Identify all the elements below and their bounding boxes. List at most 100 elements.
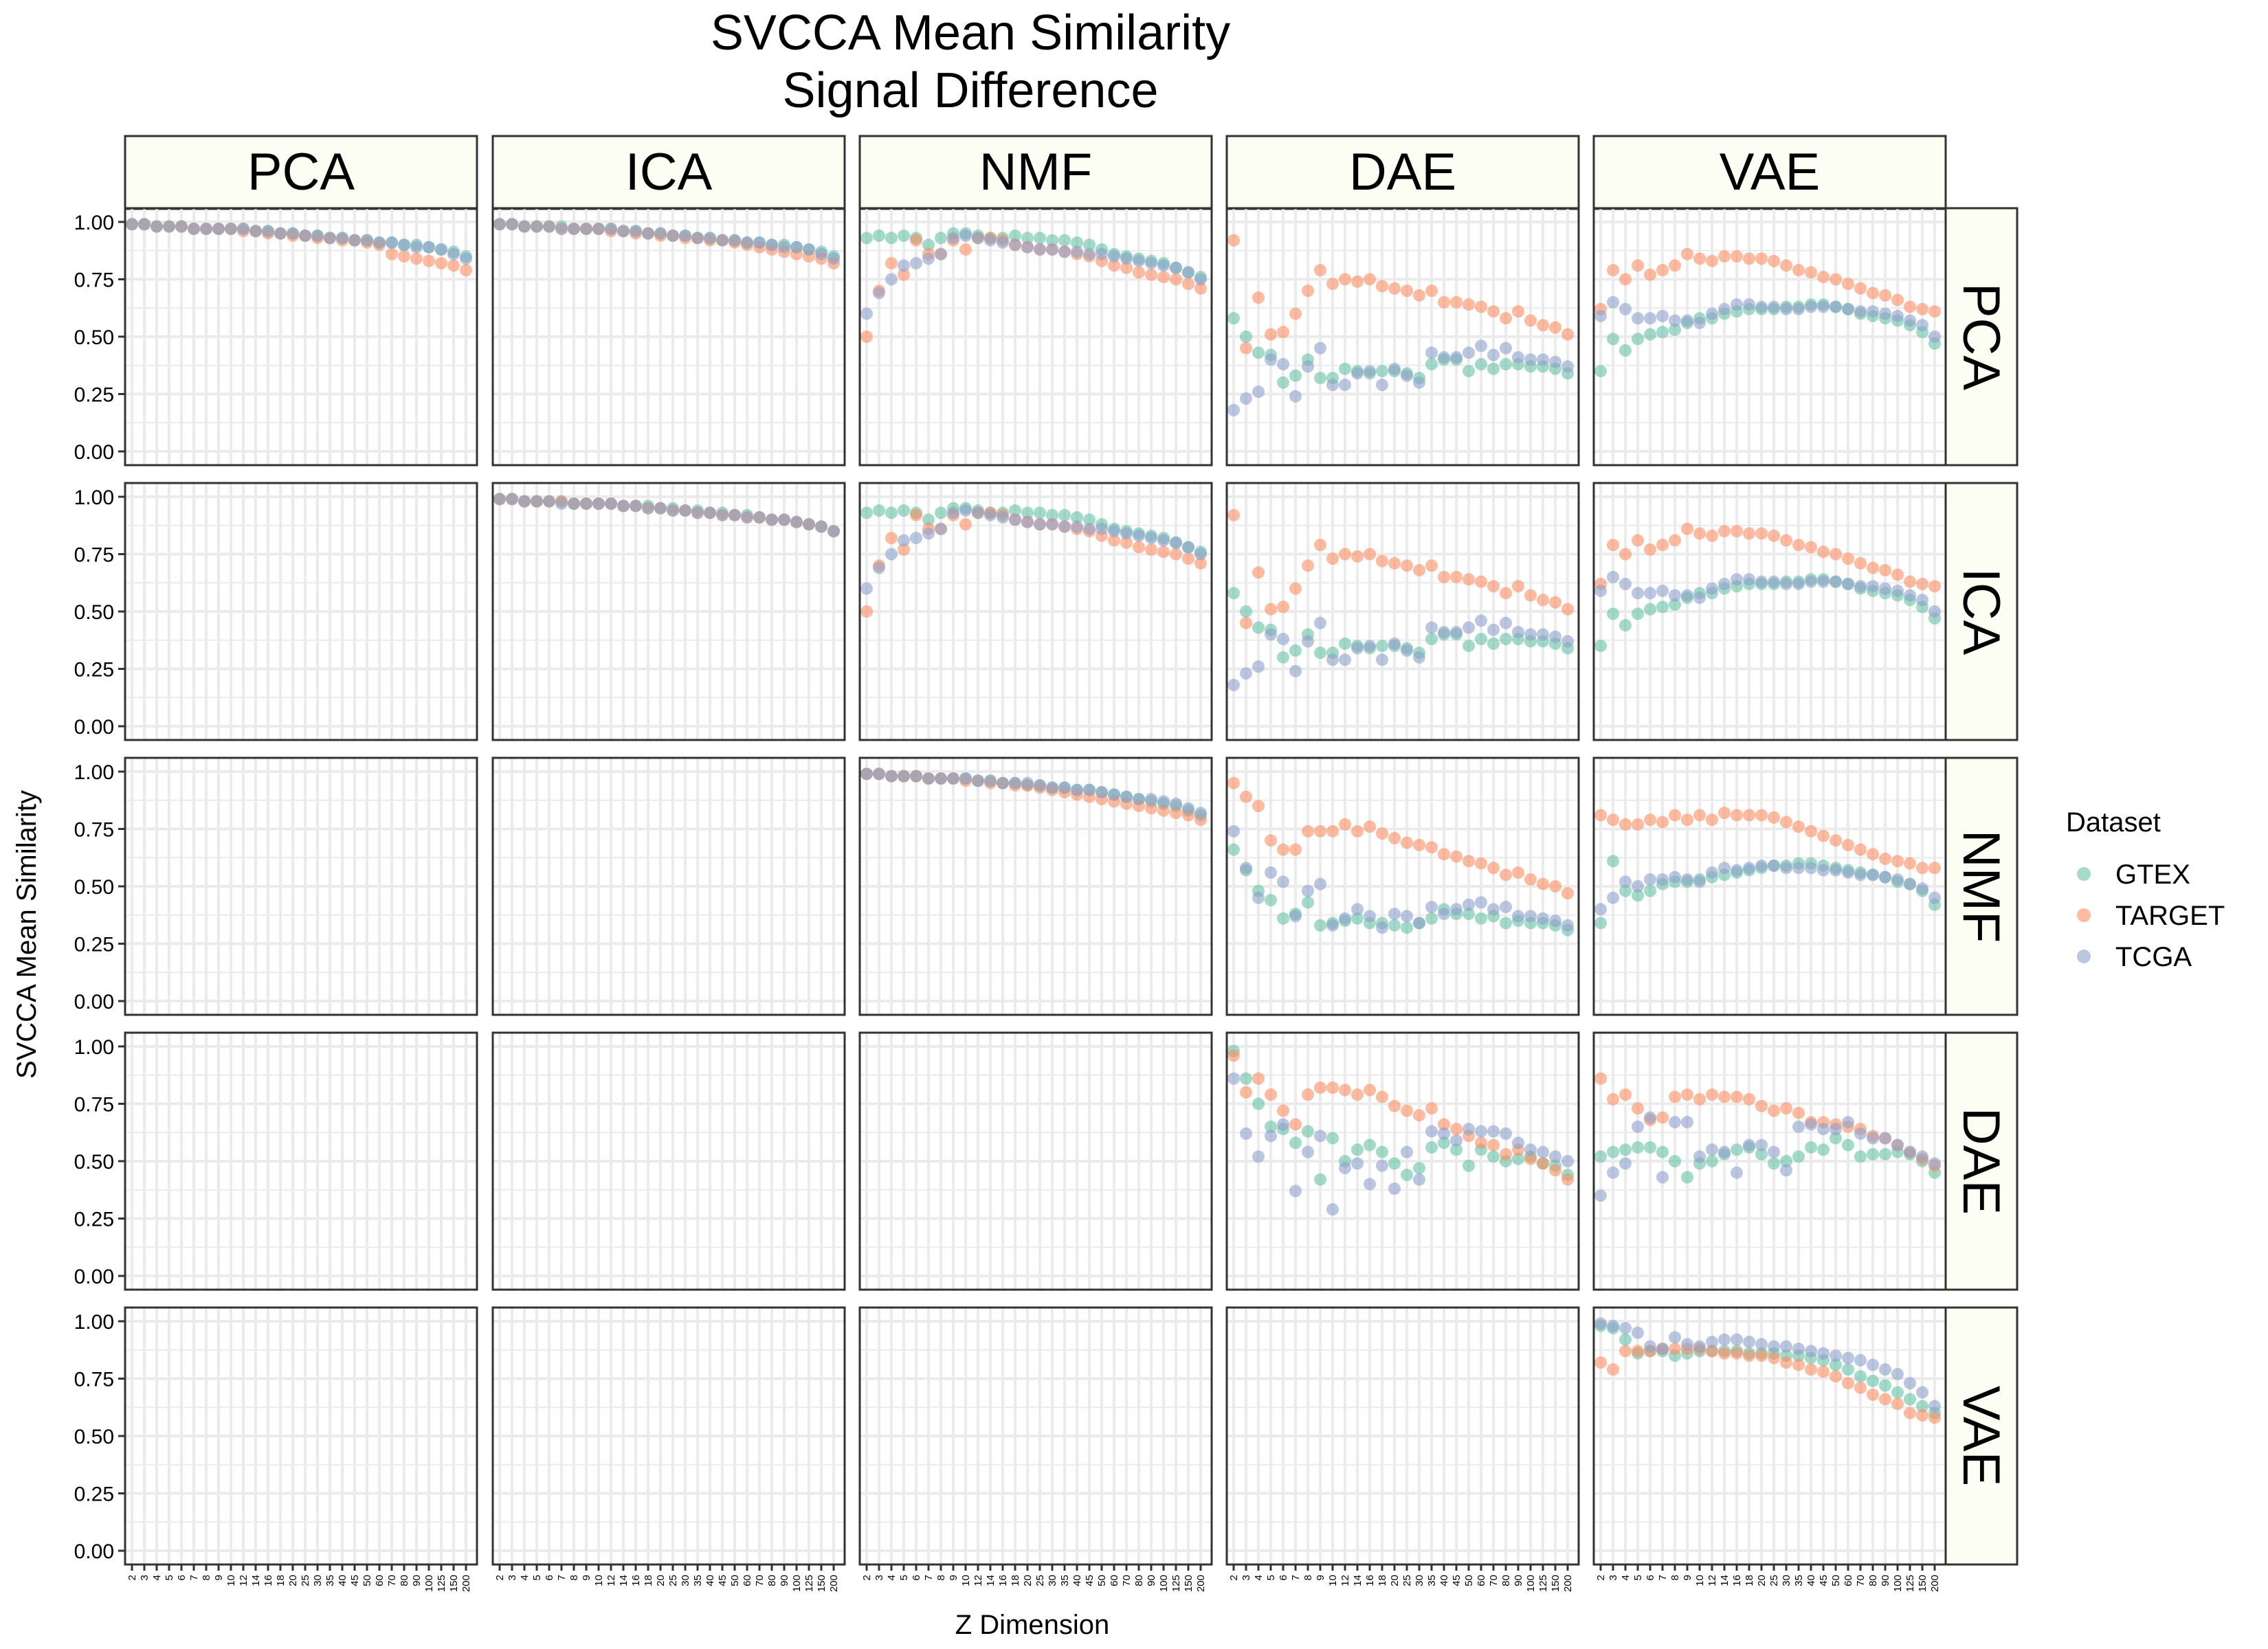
point-tcga <box>642 502 654 515</box>
point-tcga <box>1157 795 1170 808</box>
point-tcga <box>1928 1157 1941 1170</box>
point-gtex <box>1512 1152 1524 1165</box>
point-target <box>1792 1106 1805 1119</box>
point-target <box>1561 887 1574 900</box>
point-tcga <box>1656 309 1669 322</box>
point-tcga <box>568 497 580 511</box>
x-tick-label: 14 <box>250 1575 262 1586</box>
point-tcga <box>1830 300 1842 313</box>
point-tcga <box>1524 353 1537 366</box>
panel-ica-vae <box>1592 482 1947 741</box>
point-gtex <box>1289 369 1302 382</box>
point-tcga <box>1524 628 1537 641</box>
point-tcga <box>1463 621 1475 634</box>
point-tcga <box>1425 901 1438 914</box>
point-tcga <box>1289 910 1302 923</box>
y-tick-label: 0.50 <box>74 876 114 899</box>
point-target <box>1487 305 1500 318</box>
point-tcga <box>1413 917 1425 930</box>
y-tick-label: 1.00 <box>74 1311 114 1334</box>
x-tick-label: 12 <box>1706 1575 1718 1586</box>
point-target <box>1706 254 1718 267</box>
point-target <box>1326 824 1339 838</box>
point-target <box>1524 314 1537 327</box>
point-tcga <box>1879 1132 1891 1145</box>
x-tick-label: 5 <box>898 1575 910 1580</box>
point-tcga <box>827 525 840 538</box>
x-tick-label: 30 <box>1781 1575 1792 1586</box>
point-gtex <box>1227 312 1240 325</box>
point-tcga <box>1046 243 1058 256</box>
point-tcga <box>212 223 225 236</box>
point-tcga <box>1830 1349 1842 1362</box>
point-target <box>1376 1090 1388 1103</box>
point-target <box>1450 570 1463 583</box>
point-gtex <box>922 513 935 526</box>
point-target <box>1594 809 1607 822</box>
point-target <box>1227 234 1240 247</box>
point-tcga <box>1743 1138 1755 1152</box>
x-tick-label: 3 <box>139 1575 151 1580</box>
point-tcga <box>1537 1145 1549 1158</box>
x-tick-label: 12 <box>972 1575 984 1586</box>
x-tick-label: 14 <box>1352 1575 1364 1586</box>
point-tcga <box>1194 548 1207 561</box>
point-tcga <box>423 240 435 254</box>
point-gtex <box>1388 919 1401 932</box>
x-tick-label: 40 <box>1438 1575 1450 1586</box>
x-tick-label: 8 <box>1669 1575 1681 1580</box>
point-tcga <box>1780 1340 1792 1353</box>
point-tcga <box>1755 1138 1768 1152</box>
point-target <box>1904 857 1916 870</box>
x-tick-label: 200 <box>1195 1575 1207 1592</box>
point-tcga <box>1549 630 1561 643</box>
point-target <box>1755 1099 1768 1112</box>
point-target <box>1413 1109 1425 1122</box>
point-tcga <box>1780 862 1792 875</box>
x-tick-label: 100 <box>1158 1575 1170 1592</box>
point-tcga <box>959 772 972 785</box>
point-target <box>959 243 972 256</box>
point-tcga <box>1768 300 1780 313</box>
point-tcga <box>1644 587 1656 600</box>
point-tcga <box>1339 653 1351 666</box>
point-target <box>1669 1090 1681 1103</box>
x-tick-label: 10 <box>1327 1575 1339 1586</box>
point-tcga <box>910 770 922 783</box>
point-tcga <box>1594 1317 1607 1330</box>
x-tick-label: 90 <box>1513 1575 1524 1586</box>
point-tcga <box>1265 1130 1277 1143</box>
x-tick-label: 30 <box>1414 1575 1425 1586</box>
point-target <box>1351 275 1364 288</box>
point-tcga <box>1805 1118 1817 1131</box>
x-tick-label: 45 <box>1818 1575 1830 1586</box>
x-tick-label: 30 <box>680 1575 691 1586</box>
point-tcga <box>1879 871 1891 884</box>
x-tick-label: 12 <box>1339 1575 1351 1586</box>
x-tick-label: 200 <box>460 1575 472 1592</box>
point-target <box>1475 300 1487 313</box>
point-tcga <box>1227 678 1240 691</box>
point-tcga <box>1669 1331 1681 1344</box>
panel-nmf-ica <box>491 756 846 1016</box>
point-tcga <box>642 227 654 240</box>
point-tcga <box>1549 355 1561 368</box>
point-target <box>1731 250 1743 263</box>
point-target <box>1265 1088 1277 1101</box>
col-strip-label-vae: VAE <box>1720 143 1820 201</box>
x-tick-label: 90 <box>779 1575 790 1586</box>
point-target <box>1867 287 1879 300</box>
x-tick-label: 50 <box>1096 1575 1108 1586</box>
point-gtex <box>1240 605 1252 618</box>
point-target <box>1326 278 1339 291</box>
point-gtex <box>1500 917 1512 930</box>
panel-dae-vae <box>1592 1031 1947 1291</box>
point-tcga <box>1916 594 1928 607</box>
point-target <box>1706 814 1718 827</box>
point-tcga <box>249 225 262 238</box>
y-tick-label: 0.75 <box>74 1369 114 1391</box>
point-target <box>1669 259 1681 272</box>
point-gtex <box>1780 1155 1792 1167</box>
point-target <box>1240 790 1252 803</box>
point-target <box>1450 1123 1463 1136</box>
